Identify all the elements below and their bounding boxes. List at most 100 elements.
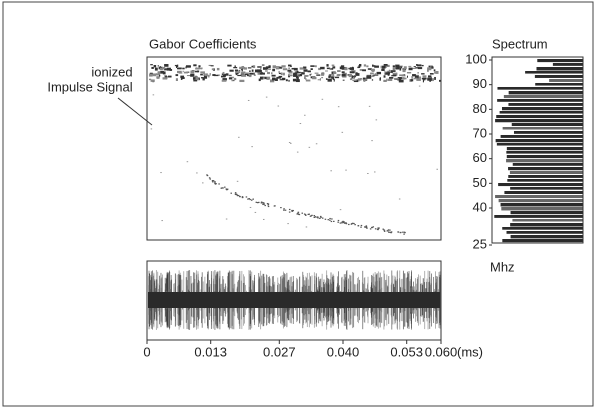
curve-dot: [337, 221, 339, 223]
stripe: [504, 191, 583, 194]
y-tick-label: 25: [473, 236, 487, 251]
curve-dot: [260, 201, 263, 203]
speckle: [207, 74, 210, 77]
speckle: [288, 71, 293, 74]
speckle: [249, 206, 252, 208]
stripe: [501, 107, 583, 111]
speckle: [178, 72, 183, 74]
speckle: [326, 64, 329, 67]
speckle: [193, 64, 197, 67]
speckle: [287, 69, 292, 72]
speckle: [235, 71, 241, 74]
speckle: [262, 77, 265, 80]
speckle: [351, 68, 354, 72]
curve-dot: [365, 226, 368, 228]
curve-dot: [390, 231, 393, 233]
speckle: [190, 73, 195, 77]
speckle: [334, 76, 340, 79]
speckle: [434, 76, 436, 80]
speckle: [408, 67, 413, 71]
speckle: [211, 68, 214, 71]
speckle: [416, 76, 422, 79]
speckle: [213, 74, 219, 77]
curve-dot: [345, 223, 348, 225]
speckle: [387, 70, 390, 74]
speckle: [166, 67, 171, 71]
curve-dot: [403, 231, 406, 233]
x-tick-label: 0.027: [263, 344, 296, 359]
speckle: [182, 67, 185, 70]
speckle: [310, 68, 313, 70]
speckle: [312, 76, 317, 80]
speckle: [314, 72, 319, 74]
curve-dot: [366, 227, 368, 229]
speckle: [278, 66, 283, 69]
speckle: [156, 76, 160, 79]
curve-dot: [212, 180, 215, 182]
speckle: [391, 75, 396, 77]
speckle: [331, 64, 335, 66]
speckle: [229, 69, 234, 72]
curve-dot: [212, 180, 214, 182]
speckle: [193, 79, 198, 82]
speckle: [403, 77, 407, 80]
speckle: [341, 66, 347, 70]
speckle: [416, 64, 418, 66]
speckle: [413, 77, 418, 80]
speckle: [299, 123, 302, 125]
stripe: [549, 79, 583, 82]
speckle: [238, 136, 240, 138]
curve-dot: [226, 188, 228, 191]
speckle: [366, 65, 369, 68]
speckle: [352, 79, 357, 82]
speckle: [371, 79, 374, 81]
speckle: [412, 74, 416, 77]
speckle: [260, 67, 262, 70]
curve-dot: [239, 195, 241, 198]
speckle: [257, 70, 262, 73]
curve-dot: [319, 215, 322, 218]
speckle: [190, 70, 195, 74]
speckle: [318, 67, 321, 71]
speckle: [237, 74, 242, 77]
curve-dot: [267, 203, 270, 205]
speckle: [427, 69, 429, 72]
curve-dot: [218, 183, 220, 185]
speckle: [213, 68, 215, 71]
curve-dot: [311, 214, 313, 216]
speckle: [257, 72, 262, 75]
curve-dot: [348, 223, 350, 226]
speckle: [163, 68, 167, 71]
speckle: [267, 71, 271, 75]
curve-dot: [342, 221, 345, 224]
curve-dot: [308, 213, 311, 215]
speckle: [406, 75, 408, 78]
curve-dot: [327, 219, 330, 221]
curve-dot: [382, 228, 384, 230]
speckle: [382, 65, 386, 69]
speckle: [195, 67, 200, 70]
speckle: [332, 66, 336, 69]
speckle: [249, 72, 254, 75]
speckle: [272, 68, 276, 72]
speckle: [392, 65, 395, 68]
speckle: [392, 68, 395, 70]
stripe: [534, 75, 583, 78]
speckle: [310, 73, 312, 75]
curve-dot: [284, 209, 287, 211]
speckle: [231, 79, 234, 82]
curve-dot: [291, 210, 293, 212]
speckle: [321, 76, 324, 79]
curve-dot: [206, 174, 208, 176]
speckle: [339, 209, 342, 211]
speckle: [279, 79, 284, 81]
curve-dot: [317, 217, 319, 219]
stripe: [506, 151, 583, 154]
curve-dot: [283, 208, 285, 210]
speckle: [278, 70, 280, 74]
curve-dot: [337, 219, 340, 222]
x-tick-label: 0.013: [194, 344, 227, 359]
speckle: [357, 66, 360, 69]
speckle: [403, 66, 407, 69]
